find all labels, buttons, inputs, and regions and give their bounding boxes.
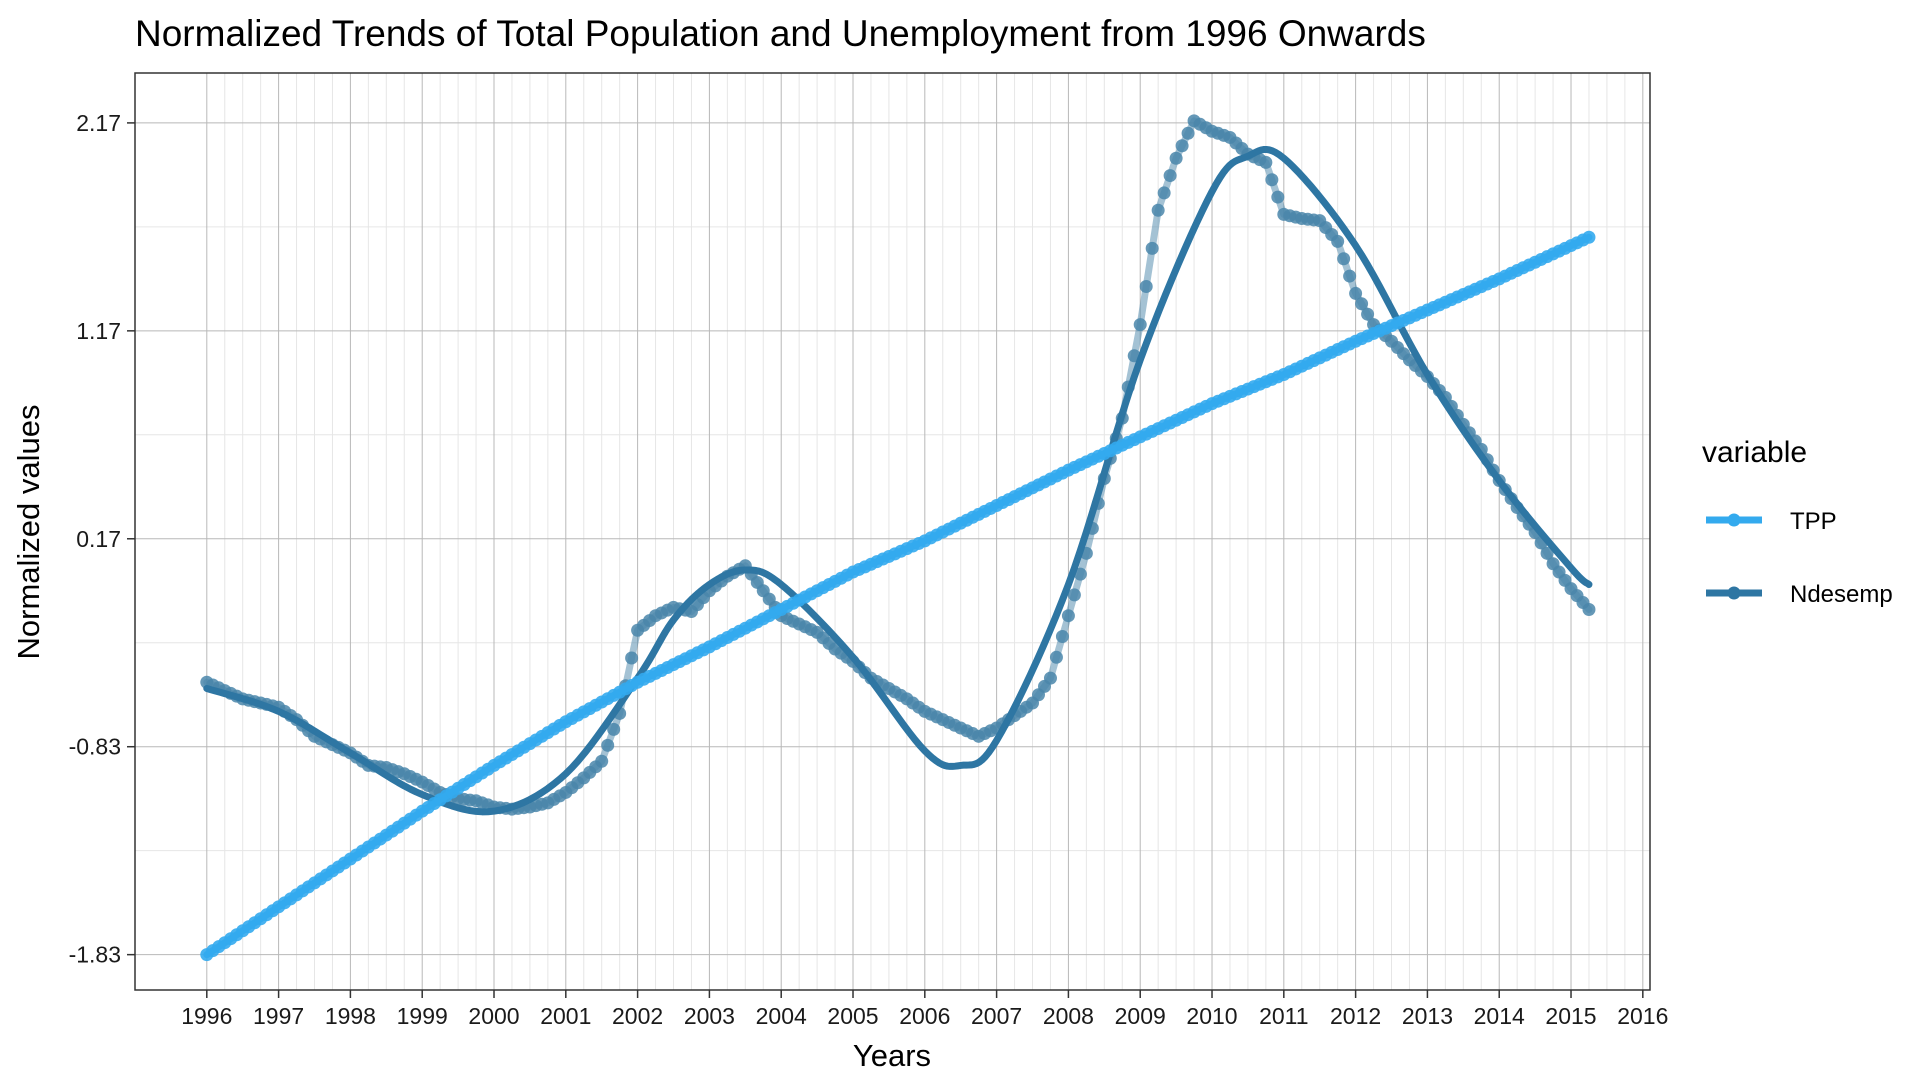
data-point-ndesemp xyxy=(1337,252,1351,266)
data-point-ndesemp xyxy=(1043,671,1057,685)
data-point-ndesemp xyxy=(1265,173,1279,187)
x-tick-label: 2010 xyxy=(1186,1003,1237,1029)
y-tick-label: 2.17 xyxy=(76,110,121,136)
x-tick-label: 2011 xyxy=(1259,1003,1308,1029)
series-layer xyxy=(200,114,1596,962)
grid-major xyxy=(135,73,1650,990)
data-point-ndesemp xyxy=(1073,567,1087,581)
x-tick-label: 2016 xyxy=(1617,1003,1668,1029)
y-tick-label: 1.17 xyxy=(76,318,121,344)
data-point-ndesemp xyxy=(1151,203,1165,217)
y-tick-label: -1.83 xyxy=(69,942,121,968)
x-tick-label: 2002 xyxy=(612,1003,663,1029)
y-tick-label: -0.83 xyxy=(69,734,121,760)
data-point-ndesemp xyxy=(1139,279,1153,293)
legend-key-point xyxy=(1727,586,1741,600)
data-point-ndesemp xyxy=(1355,297,1369,311)
x-tick-label: 2004 xyxy=(756,1003,807,1029)
x-tick-label: 2014 xyxy=(1474,1003,1525,1029)
x-tick-label: 2013 xyxy=(1402,1003,1453,1029)
data-point-ndesemp xyxy=(1181,126,1195,140)
x-tick-label: 2015 xyxy=(1545,1003,1596,1029)
x-tick-label: 2008 xyxy=(1043,1003,1094,1029)
x-tick-label: 1999 xyxy=(397,1003,448,1029)
x-axis: 1996 1997 1998 1999 2000 2001 2002 2003 2004 2005… xyxy=(181,990,1668,1029)
data-point-tpp xyxy=(1582,230,1596,244)
x-tick-label: 2000 xyxy=(468,1003,519,1029)
y-tick-label: 0.17 xyxy=(76,526,121,552)
x-axis-title: Years xyxy=(853,1038,931,1073)
data-point-ndesemp xyxy=(1331,234,1345,248)
data-point-ndesemp xyxy=(607,722,621,736)
data-point-ndesemp xyxy=(1175,139,1189,153)
x-tick-label: 2012 xyxy=(1330,1003,1381,1029)
legend-key-point xyxy=(1727,513,1741,527)
data-point-ndesemp xyxy=(1145,241,1159,255)
data-point-ndesemp xyxy=(625,651,639,665)
data-point-ndesemp xyxy=(1582,602,1596,616)
x-tick-label: 2009 xyxy=(1115,1003,1166,1029)
data-point-ndesemp xyxy=(1361,307,1375,321)
data-point-ndesemp xyxy=(1157,186,1171,200)
data-point-ndesemp xyxy=(595,754,609,768)
legend-title: variable xyxy=(1702,436,1807,469)
x-tick-label: 1997 xyxy=(253,1003,304,1029)
x-tick-label: 1998 xyxy=(325,1003,376,1029)
data-point-ndesemp xyxy=(1133,318,1147,332)
data-point-ndesemp xyxy=(1540,546,1554,560)
data-point-ndesemp xyxy=(1061,609,1075,623)
data-point-ndesemp xyxy=(1259,155,1273,169)
data-point-ndesemp xyxy=(1067,588,1081,602)
x-tick-label: 2006 xyxy=(899,1003,950,1029)
data-point-ndesemp xyxy=(601,738,615,752)
plot-panel-border xyxy=(134,72,1651,991)
legend: variable TPP Ndesemp xyxy=(1702,436,1893,608)
data-point-ndesemp xyxy=(1271,190,1285,204)
legend-label: TPP xyxy=(1790,508,1837,535)
x-tick-label: 2007 xyxy=(971,1003,1022,1029)
data-point-ndesemp xyxy=(1349,286,1363,300)
data-point-ndesemp xyxy=(1055,630,1069,644)
series-line-ndesemp xyxy=(203,145,1593,816)
legend-label: Ndesemp xyxy=(1790,581,1893,608)
data-point-ndesemp xyxy=(1169,151,1183,165)
x-tick-label: 2001 xyxy=(540,1003,591,1029)
y-axis: -1.83 -0.83 0.17 1.17 2.17 xyxy=(69,110,135,968)
chart-title: Normalized Trends of Total Population an… xyxy=(135,13,1426,54)
y-axis-title: Normalized values xyxy=(11,405,46,660)
data-point-ndesemp xyxy=(1163,169,1177,183)
x-tick-label: 2003 xyxy=(684,1003,735,1029)
data-point-ndesemp xyxy=(1049,650,1063,664)
x-tick-label: 1996 xyxy=(181,1003,232,1029)
x-tick-label: 2005 xyxy=(827,1003,878,1029)
grid-minor xyxy=(135,73,1650,990)
data-point-ndesemp xyxy=(1343,269,1357,283)
